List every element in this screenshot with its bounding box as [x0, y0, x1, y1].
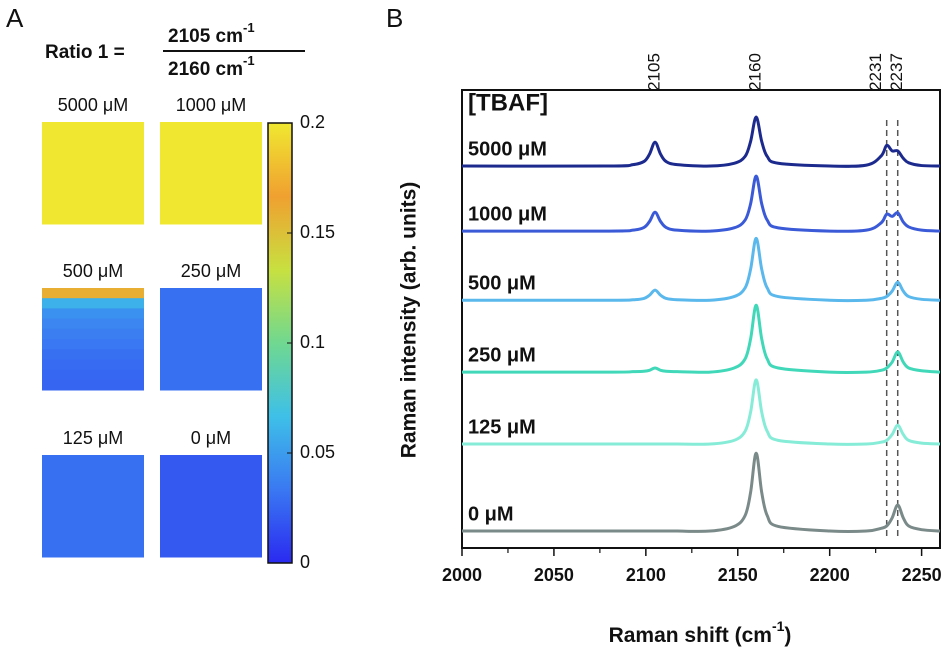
map-cell: [42, 122, 144, 225]
map-cell: [42, 359, 144, 371]
ratio-label: Ratio 1 =: [45, 42, 125, 63]
colorbar-tick-label: 0: [300, 552, 310, 572]
plot-frame: [461, 89, 941, 549]
map-cell: [42, 298, 144, 309]
spectrum: [461, 378, 941, 446]
map-label: 1000 μM: [176, 95, 246, 115]
map-label: 500 μM: [63, 261, 123, 281]
map-cell: [42, 288, 144, 299]
spectrum: [461, 451, 941, 534]
spectrum: [461, 174, 941, 233]
series-label: 500 μM: [468, 273, 536, 295]
series-label: 0 μM: [468, 503, 514, 525]
colorbar-tick-label: 0.15: [300, 222, 335, 242]
map-label: 250 μM: [181, 261, 241, 281]
x-tick-label: 2050: [534, 565, 574, 585]
panel-label: B: [386, 3, 403, 33]
annotation: [TBAF]: [468, 89, 548, 116]
colorbar-tick-label: 0.1: [300, 332, 325, 352]
x-tick-label: 2250: [902, 565, 942, 585]
peak-label: 2237: [887, 53, 906, 91]
x-tick-label: 2100: [626, 565, 666, 585]
spectrum: [461, 236, 941, 303]
map-label: 5000 μM: [58, 95, 128, 115]
colorbar-tick-label: 0.2: [300, 112, 325, 132]
y-axis-label: Raman intensity (arb. units): [398, 182, 421, 459]
x-tick-label: 2200: [810, 565, 850, 585]
x-tick-label: 2150: [718, 565, 758, 585]
map-cell: [42, 308, 144, 320]
map-cell: [160, 288, 262, 391]
colorbar-tick-label: 0.05: [300, 442, 335, 462]
spectrum: [461, 303, 941, 375]
map-cell: [42, 455, 144, 558]
series-label: 125 μM: [468, 416, 536, 438]
series-label: 1000 μM: [468, 203, 547, 225]
ratio-numerator: 2105 cm-1: [168, 20, 255, 47]
x-axis-label: Raman shift (cm-1): [609, 618, 792, 647]
peak-label: 2231: [866, 53, 885, 91]
spectrum: [461, 115, 941, 168]
map-cell: [42, 328, 144, 340]
map-cell: [160, 122, 262, 225]
x-tick-label: 2000: [442, 565, 482, 585]
series-label: 5000 μM: [468, 138, 547, 160]
peak-label: 2160: [746, 53, 765, 91]
map-label: 125 μM: [63, 428, 123, 448]
map-cell: [160, 455, 262, 558]
series-label: 250 μM: [468, 344, 536, 366]
panel-label: A: [6, 3, 24, 33]
map-cell: [42, 318, 144, 330]
map-label: 0 μM: [191, 428, 231, 448]
map-cell: [42, 349, 144, 360]
map-cell: [42, 369, 144, 381]
peak-label: 2105: [645, 53, 664, 91]
map-cell: [42, 339, 144, 350]
map-cell: [42, 379, 144, 391]
ratio-denominator: 2160 cm-1: [168, 53, 255, 80]
